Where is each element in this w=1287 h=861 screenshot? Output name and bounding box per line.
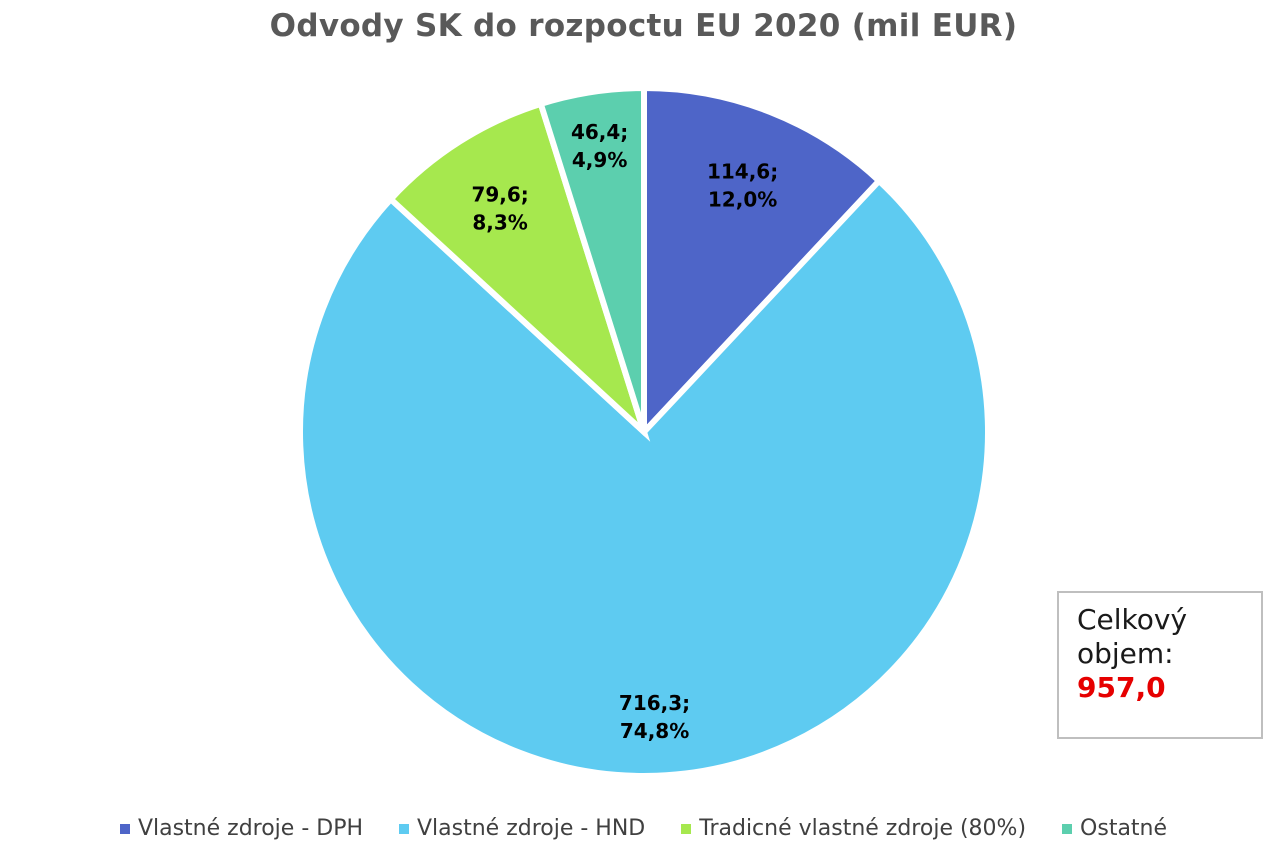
legend-label: Vlastné zdroje - DPH	[137, 816, 363, 841]
legend-swatch	[119, 823, 130, 834]
legend-swatch	[1062, 823, 1073, 834]
total-volume-box: Celkový objem: 957,0	[1057, 591, 1263, 739]
legend-swatch	[399, 823, 409, 834]
legend-item: Vlastné zdroje - HND	[399, 816, 645, 841]
legend-label: Ostatné	[1080, 816, 1168, 841]
legend-item: Ostatné	[1062, 816, 1167, 841]
legend-swatch	[681, 823, 692, 834]
total-value: 957,0	[1077, 671, 1166, 704]
chart-title: Odvody SK do rozpoctu EU 2020 (mil EUR)	[269, 8, 1018, 44]
slice-data-label: 46,4; 4,9%	[571, 120, 628, 172]
legend-item: Vlastné zdroje - DPH	[119, 816, 363, 841]
pie-slice	[297, 176, 991, 779]
total-label-line2: objem:	[1077, 637, 1174, 670]
pie-slice	[386, 100, 651, 442]
slice-data-label: 79,6; 8,3%	[471, 183, 528, 235]
slice-data-label: 716,3; 74,8%	[619, 691, 690, 743]
legend-item: Tradicné vlastné zdroje (80%)	[681, 816, 1026, 841]
pie-slice	[537, 84, 647, 433]
legend-label: Tradicné vlastné zdroje (80%)	[699, 816, 1027, 841]
pie-slice	[641, 84, 884, 440]
chart-legend: Vlastné zdroje - DPH Vlastné zdroje - HND…	[0, 816, 1287, 841]
legend-label: Vlastné zdroje - HND	[417, 816, 646, 841]
total-label-line1: Celkový	[1077, 603, 1188, 636]
slice-data-label: 114,6; 12,0%	[707, 159, 778, 211]
